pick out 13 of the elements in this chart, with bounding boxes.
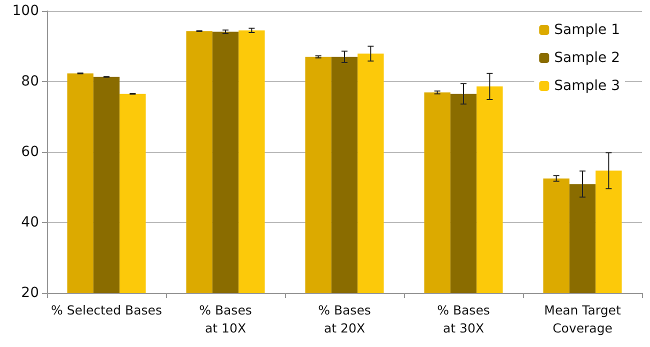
x-tick-label: Mean Target Coverage <box>544 302 621 336</box>
x-tick-label: % Selected Bases <box>51 302 162 318</box>
legend-label: Sample 2 <box>554 50 620 66</box>
y-tick-label: 20 <box>21 285 39 301</box>
x-tick-label: % Bases at 10X <box>199 302 252 336</box>
y-tick-label: 60 <box>21 144 39 160</box>
legend-label: Sample 3 <box>554 78 620 94</box>
x-tick-label: % Bases at 20X <box>318 302 371 336</box>
y-tick-label: 40 <box>21 214 39 230</box>
y-tick-label: 80 <box>21 74 39 90</box>
legend-label: Sample 1 <box>554 22 620 38</box>
x-tick-label: % Bases at 30X <box>437 302 490 336</box>
y-tick-label: 100 <box>12 3 39 19</box>
